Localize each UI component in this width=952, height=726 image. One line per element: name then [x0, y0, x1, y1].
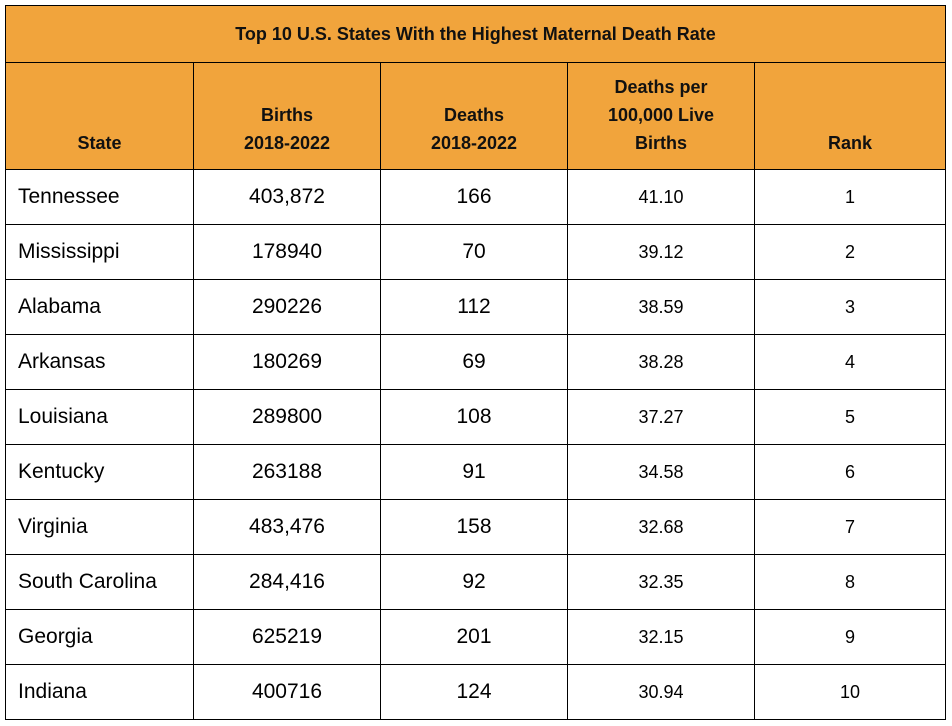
births-cell: 400716: [193, 664, 381, 720]
state-cell: Tennessee: [5, 169, 194, 225]
title-row: Top 10 U.S. States With the Highest Mate…: [4, 5, 947, 63]
state-cell: Georgia: [5, 609, 194, 665]
table-row: Indiana 400716 124 30.94 10: [5, 664, 947, 720]
births-cell: 178940: [193, 224, 381, 280]
rank-cell: 6: [753, 444, 947, 500]
header-row: State Births 2018-2022 Deaths 2018-2022 Death…: [5, 62, 947, 170]
rate-cell: 32.15: [567, 609, 755, 665]
header-births: Births 2018-2022: [193, 62, 381, 170]
rate-cell: 32.68: [567, 499, 755, 555]
table-row: Georgia 625219 201 32.15 9: [5, 609, 947, 665]
rank-cell: 10: [753, 664, 947, 720]
rate-cell: 38.28: [567, 334, 755, 390]
header-label-line: Deaths per: [614, 77, 708, 97]
deaths-cell: 70: [380, 224, 568, 280]
births-cell: 263188: [193, 444, 381, 500]
table-wrapper: Top 10 U.S. States With the Highest Mate…: [4, 5, 947, 720]
births-cell: 290226: [193, 279, 381, 335]
table-row: Arkansas 180269 69 38.28 4: [5, 334, 947, 390]
rank-cell: 3: [753, 279, 947, 335]
rate-cell: 32.35: [567, 554, 755, 610]
state-cell: Mississippi: [5, 224, 194, 280]
births-cell: 403,872: [193, 169, 381, 225]
rank-cell: 1: [753, 169, 947, 225]
deaths-cell: 201: [380, 609, 568, 665]
deaths-cell: 112: [380, 279, 568, 335]
table-row: Alabama 290226 112 38.59 3: [5, 279, 947, 335]
rate-cell: 34.58: [567, 444, 755, 500]
rate-cell: 37.27: [567, 389, 755, 445]
rank-cell: 7: [753, 499, 947, 555]
state-cell: Indiana: [5, 664, 194, 720]
table-row: South Carolina 284,416 92 32.35 8: [5, 554, 947, 610]
header-label-line: 2018-2022: [243, 133, 331, 153]
rank-cell: 4: [753, 334, 947, 390]
deaths-cell: 158: [380, 499, 568, 555]
state-cell: Kentucky: [5, 444, 194, 500]
state-cell: Louisiana: [5, 389, 194, 445]
header-rate: Deaths per 100,000 Live Births: [567, 62, 755, 170]
rank-cell: 5: [753, 389, 947, 445]
deaths-cell: 91: [380, 444, 568, 500]
births-cell: 625219: [193, 609, 381, 665]
table-row: Mississippi 178940 70 39.12 2: [5, 224, 947, 280]
deaths-cell: 69: [380, 334, 568, 390]
rank-cell: 9: [753, 609, 947, 665]
header-label-line: Births: [634, 133, 687, 153]
header-label-line: 100,000 Live: [607, 105, 715, 125]
births-cell: 180269: [193, 334, 381, 390]
deaths-cell: 124: [380, 664, 568, 720]
table-row: Tennessee 403,872 166 41.10 1: [5, 169, 947, 225]
births-cell: 284,416: [193, 554, 381, 610]
births-cell: 289800: [193, 389, 381, 445]
rate-cell: 41.10: [567, 169, 755, 225]
deaths-cell: 166: [380, 169, 568, 225]
maternal-death-table: Top 10 U.S. States With the Highest Mate…: [4, 5, 947, 720]
table-row: Virginia 483,476 158 32.68 7: [5, 499, 947, 555]
header-deaths: Deaths 2018-2022: [380, 62, 568, 170]
header-label-line: Deaths: [443, 105, 505, 125]
table-title: Top 10 U.S. States With the Highest Mate…: [4, 5, 947, 63]
header-label-line: 2018-2022: [430, 133, 518, 153]
header-rank: Rank: [753, 62, 947, 170]
rank-cell: 8: [753, 554, 947, 610]
deaths-cell: 108: [380, 389, 568, 445]
rank-cell: 2: [753, 224, 947, 280]
births-cell: 483,476: [193, 499, 381, 555]
rate-cell: 30.94: [567, 664, 755, 720]
state-cell: Arkansas: [5, 334, 194, 390]
state-cell: Alabama: [5, 279, 194, 335]
header-state: State: [5, 62, 194, 170]
rate-cell: 38.59: [567, 279, 755, 335]
header-label-line: Rank: [828, 133, 873, 153]
state-cell: Virginia: [5, 499, 194, 555]
table-row: Kentucky 263188 91 34.58 6: [5, 444, 947, 500]
header-label-line: Births: [260, 105, 313, 125]
table-row: Louisiana 289800 108 37.27 5: [5, 389, 947, 445]
state-cell: South Carolina: [5, 554, 194, 610]
deaths-cell: 92: [380, 554, 568, 610]
header-label-line: State: [77, 133, 122, 153]
rate-cell: 39.12: [567, 224, 755, 280]
